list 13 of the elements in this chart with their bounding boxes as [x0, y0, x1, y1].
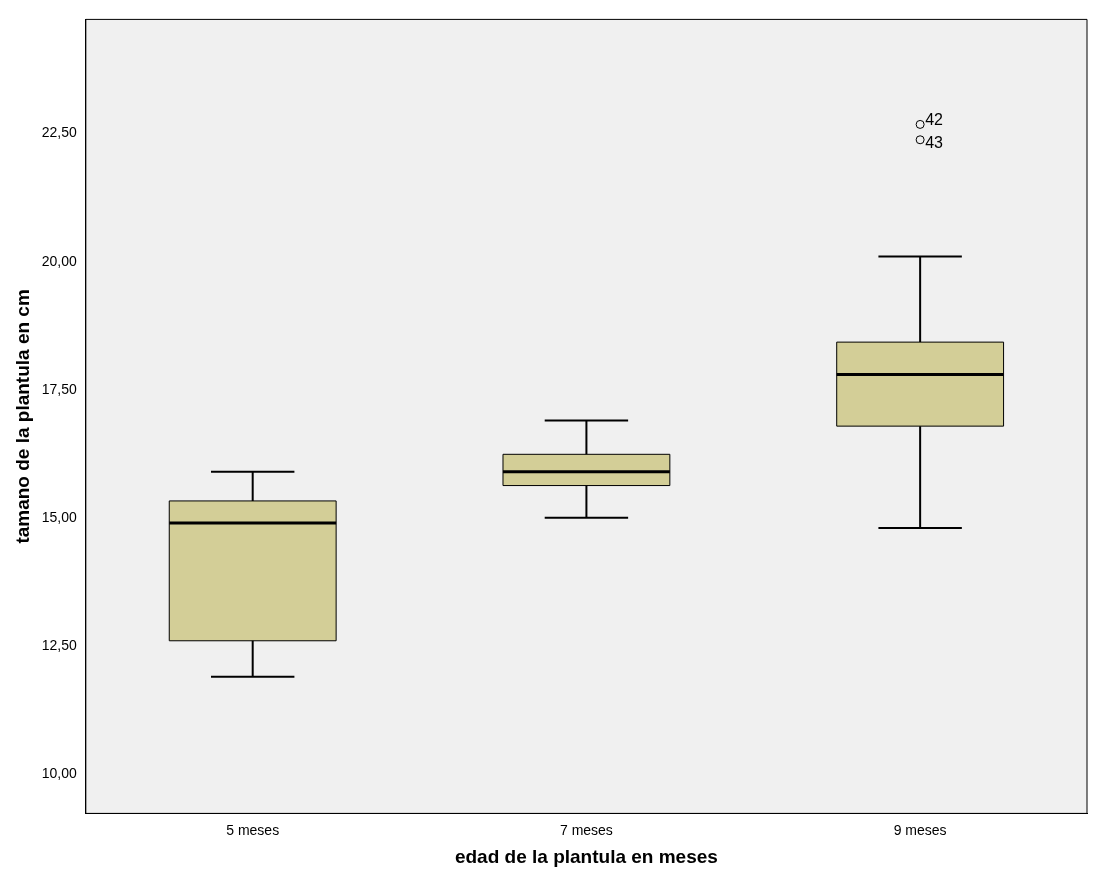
y-tick-label: 10,00	[41, 764, 78, 781]
x-tick-label: 7 meses	[559, 821, 613, 838]
x-axis-title: edad de la plantula en meses	[454, 845, 718, 867]
y-tick-label: 17,50	[41, 380, 78, 397]
annotation: 43	[925, 134, 944, 152]
y-tick-label: 20,00	[41, 252, 78, 269]
y-tick-label: 15,00	[41, 508, 78, 525]
y-axis-title: tamano de la plantula en cm	[11, 289, 33, 544]
y-tick-label: 12,50	[41, 636, 78, 653]
annotation: 42	[925, 110, 944, 128]
y-tick-label: 22,50	[41, 124, 78, 141]
x-tick-label: 9 meses	[893, 821, 947, 838]
x-tick-label: 5 meses	[226, 821, 280, 838]
